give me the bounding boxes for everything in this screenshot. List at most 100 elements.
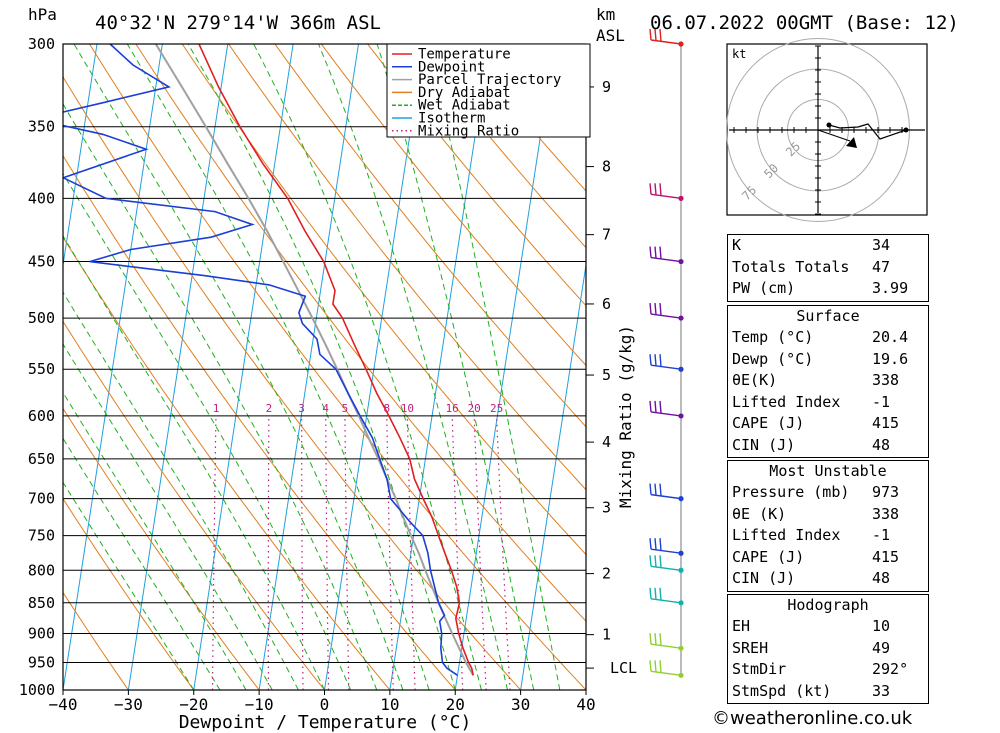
wind-barb [649, 354, 684, 372]
wind-barb [649, 660, 684, 678]
hodograph-unit: kt [732, 47, 746, 61]
dewpoint-line [63, 44, 458, 676]
index-key: CAPE (J) [732, 547, 805, 566]
pressure-tick-label: 800 [28, 561, 55, 579]
index-row: SREH 49 [728, 638, 928, 660]
dry-adiabat-line [63, 154, 456, 690]
index-row: CIN (J) 48 [728, 435, 928, 457]
copyright-link[interactable]: ©weatheronline.co.uk [712, 708, 913, 729]
x-tick-label: −20 [179, 695, 208, 714]
index-value: 10 [872, 617, 891, 635]
dry-adiabat-line [320, 44, 586, 367]
hodograph-start-dot [826, 122, 832, 128]
km-tick-label: 9 [602, 78, 611, 96]
most-unstable-box: Most Unstable Pressure (mb) 973 θE (K) 338 L… [727, 460, 929, 592]
dry-adiabat-line [63, 497, 195, 690]
index-key: Temp (°C) [732, 328, 814, 346]
km-tick-label: 7 [602, 226, 611, 244]
isobar-lines [63, 43, 586, 691]
x-tick-label: 30 [511, 695, 530, 714]
mixing-ratio-label: 20 [468, 402, 481, 415]
index-row: Lifted Index -1 [728, 525, 928, 547]
mixing-ratio-line [267, 415, 270, 690]
dry-adiabat-line [63, 591, 129, 690]
location-title: 40°32'N 279°14'W 366m ASL [95, 12, 381, 34]
legend-label: Mixing Ratio [418, 123, 519, 139]
plot-frame [62, 43, 587, 691]
pressure-tick-label: 1000 [19, 681, 55, 699]
mixing-ratio-label: 5 [342, 402, 349, 415]
isotherm-line [585, 686, 586, 690]
pressure-tick-label: 700 [28, 490, 55, 508]
isotherm-line [63, 44, 98, 269]
index-value: 973 [872, 483, 900, 501]
mixing-ratio-labels: 1 2 3 4 5 8 10 16 20 25 [213, 402, 504, 415]
wet-adiabat-line [376, 44, 535, 690]
storm-motion-line [817, 129, 851, 142]
wind-barb [649, 483, 684, 502]
index-key: Lifted Index [732, 392, 841, 411]
mixing-ratio-line [211, 415, 217, 690]
index-row: StmDir 292° [728, 659, 928, 681]
dry-adiabat-line [63, 236, 391, 690]
index-value: 34 [872, 236, 891, 254]
legend-label: Wet Adiabat [418, 98, 511, 114]
isotherm-line [454, 44, 556, 690]
general-indices-box: K 34 Totals Totals 47 PW (cm) 3.99 [727, 234, 929, 302]
km-unit: km [596, 5, 615, 24]
legend-label: Dry Adiabat [418, 85, 511, 101]
mixing-ratio-label: 1 [213, 402, 220, 415]
index-key: CIN (J) [732, 435, 796, 454]
index-key: Pressure (mb) [732, 483, 850, 501]
x-tick-label: 40 [576, 695, 595, 714]
pressure-tick-label: 550 [28, 360, 55, 378]
index-value: -1 [872, 526, 891, 544]
index-key: Dewp (°C) [732, 349, 814, 368]
legend-box [386, 43, 591, 138]
index-row: CIN (J) 48 [728, 568, 928, 590]
index-row: Temp (°C) 20.4 [728, 327, 928, 349]
legend-label: Dewpoint [418, 59, 485, 75]
isotherm-line [0, 44, 32, 690]
index-key: Totals Totals [732, 257, 850, 276]
hodograph-trace [828, 123, 907, 140]
wind-barbs [649, 28, 684, 678]
pressure-tick-label: 500 [28, 309, 55, 327]
axis-ticks: 3003504004505005506006507007508008509009… [19, 35, 596, 714]
index-value: 3.99 [872, 279, 909, 297]
mixing-ratio-label: 16 [446, 402, 459, 415]
wind-barb [649, 555, 684, 573]
index-row: CAPE (J) 415 [728, 413, 928, 435]
legend-label: Temperature [418, 47, 511, 63]
profile-lines [63, 44, 475, 676]
index-key: K [732, 236, 742, 254]
index-value: 20.4 [872, 328, 909, 346]
hodograph-indices-title: Hodograph [787, 596, 869, 614]
index-row: K 34 [728, 235, 928, 257]
pressure-tick-label: 300 [28, 35, 55, 53]
index-key: EH [732, 617, 751, 635]
pressure-unit: hPa [28, 5, 57, 24]
index-value: -1 [872, 392, 891, 411]
km-tick-label: 6 [602, 295, 611, 313]
height-axis: 9 8 7 6 5 4 3 2 1 LCL [586, 78, 637, 677]
x-tick-label: 10 [380, 695, 399, 714]
index-row: EH 10 [728, 616, 928, 638]
isotherm-line [127, 44, 229, 690]
mixing-ratio-label: 4 [322, 402, 329, 415]
index-row: θE(K) 338 [728, 370, 928, 392]
index-row: Dewp (°C) 19.6 [728, 349, 928, 371]
isotherm-line [389, 44, 490, 690]
surface-box: Surface Temp (°C) 20.4 Dewp (°C) 19.6 θE(K) 3… [727, 305, 929, 458]
mixing-ratio-label: 3 [298, 402, 305, 415]
most-unstable-title: Most Unstable [769, 462, 887, 480]
index-row: Lifted Index -1 [728, 392, 928, 414]
wind-barb [649, 587, 684, 606]
index-row: CAPE (J) 415 [728, 547, 928, 569]
index-row: Totals Totals 47 [728, 257, 928, 279]
index-value: 292° [872, 660, 909, 678]
pressure-tick-label: 850 [28, 594, 55, 612]
mixing-ratio-label: 10 [401, 402, 414, 415]
